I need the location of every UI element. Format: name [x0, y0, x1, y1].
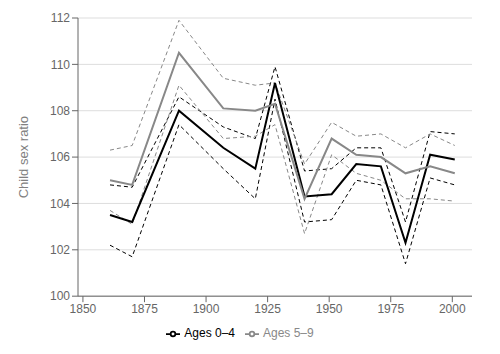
svg-text:100: 100 [50, 289, 70, 303]
svg-text:1975: 1975 [377, 302, 404, 316]
svg-text:1900: 1900 [193, 302, 220, 316]
svg-text:106: 106 [50, 150, 70, 164]
svg-text:1875: 1875 [131, 302, 158, 316]
svg-text:112: 112 [51, 11, 70, 25]
svg-text:1850: 1850 [70, 302, 97, 316]
svg-text:Child sex ratio: Child sex ratio [16, 116, 31, 198]
svg-text:1950: 1950 [316, 302, 343, 316]
svg-text:104: 104 [50, 197, 70, 211]
html-text:Ages 0–4: Ages 0–4 [184, 326, 235, 341]
svg-text:108: 108 [50, 104, 70, 118]
html-text:Ages 5–9: Ages 5–9 [263, 326, 314, 341]
svg-text:102: 102 [50, 243, 70, 257]
svg-text:1925: 1925 [254, 302, 281, 316]
svg-text:110: 110 [51, 58, 70, 72]
svg-text:2000: 2000 [439, 302, 466, 316]
